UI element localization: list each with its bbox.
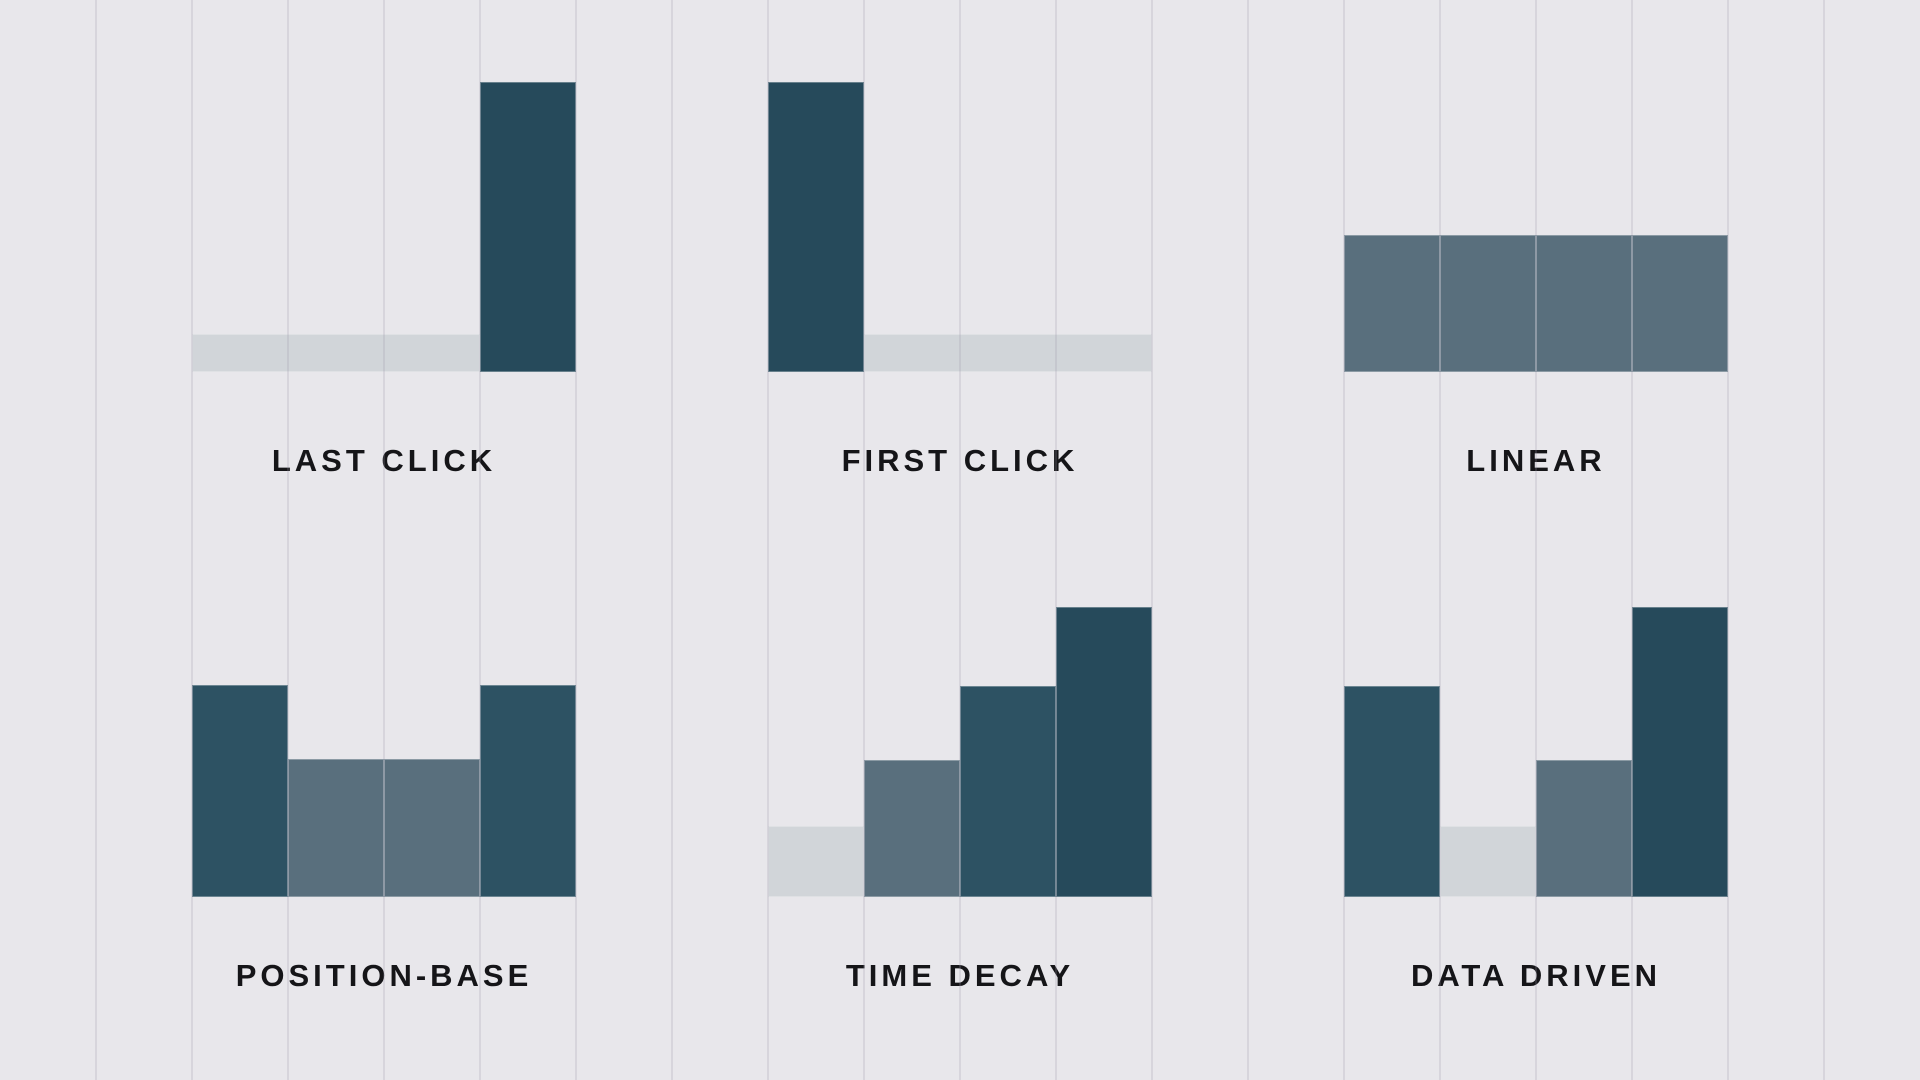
bar-slate: [864, 760, 960, 897]
grid-line: [287, 0, 289, 1080]
bar-light: [768, 826, 864, 897]
grid-line: [383, 0, 385, 1080]
bar-medium_dark: [960, 686, 1056, 897]
bar-dark: [1632, 607, 1728, 897]
grid-line: [1151, 0, 1153, 1080]
chart-title: POSITION-BASE: [235, 958, 533, 993]
grid-line: [1247, 0, 1249, 1080]
bar-slate: [288, 759, 384, 897]
grid-line: [1535, 0, 1537, 1080]
chart-title: LAST CLICK: [271, 443, 497, 478]
bar-slate: [1440, 235, 1536, 372]
chart-title: LINEAR: [1466, 443, 1606, 478]
grid-line: [1823, 0, 1825, 1080]
chart-title: TIME DECAY: [845, 958, 1075, 993]
bar-slate: [1632, 235, 1728, 372]
bar-medium_dark: [192, 685, 288, 897]
bar-dark: [1056, 607, 1152, 897]
grid-line: [95, 0, 97, 1080]
bar-slate: [1344, 235, 1440, 372]
bar-medium_dark: [480, 685, 576, 897]
grid-line: [191, 0, 193, 1080]
bar-light: [864, 334, 1152, 372]
grid-line: [1055, 0, 1057, 1080]
bar-slate: [1536, 235, 1632, 372]
grid-line: [1439, 0, 1441, 1080]
bar-slate: [1536, 760, 1632, 897]
bar-light: [192, 334, 480, 372]
chart-title: DATA DRIVEN: [1410, 958, 1662, 993]
grid-line: [1343, 0, 1345, 1080]
grid-line: [959, 0, 961, 1080]
grid-line: [1727, 0, 1729, 1080]
bar-dark: [480, 82, 576, 372]
grid-line: [671, 0, 673, 1080]
grid-line: [1631, 0, 1633, 1080]
bar-slate: [384, 759, 480, 897]
chart-title: FIRST CLICK: [841, 443, 1079, 478]
bar-medium_dark: [1344, 686, 1440, 897]
bar-light: [1440, 826, 1536, 897]
bar-dark: [768, 82, 864, 372]
